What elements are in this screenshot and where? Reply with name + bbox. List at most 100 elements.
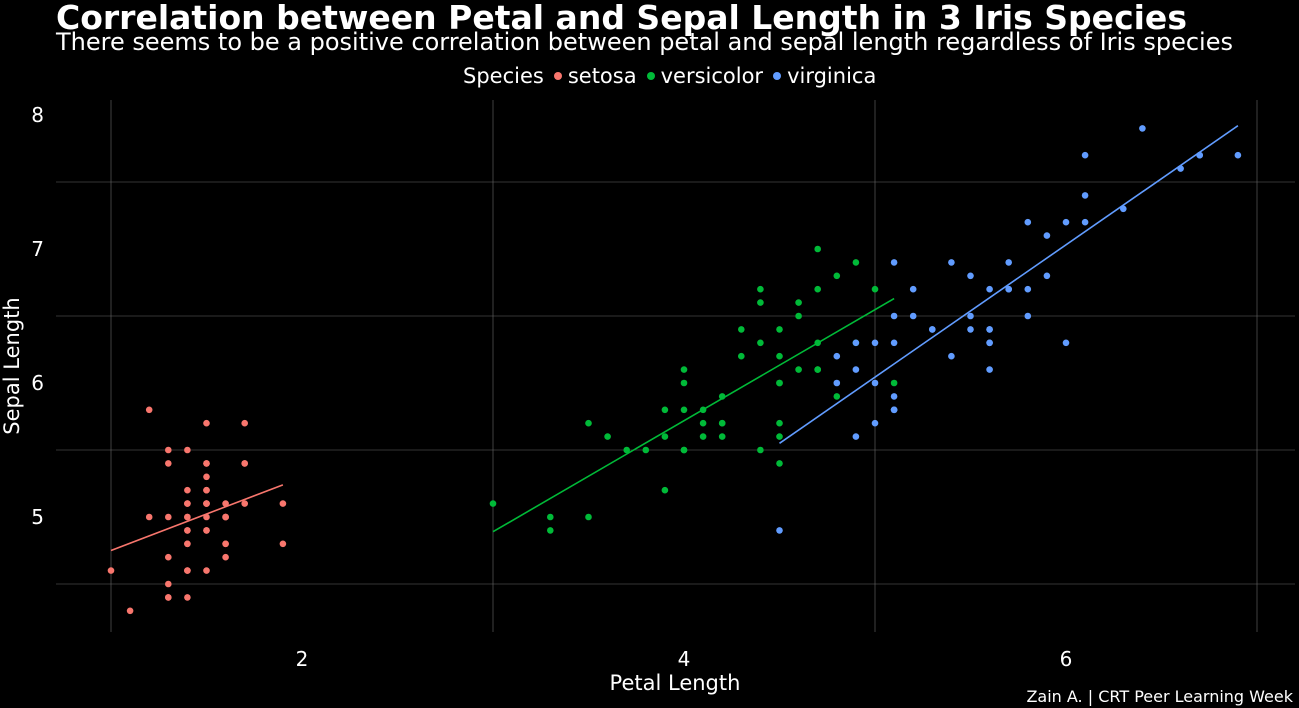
point-versicolor: [814, 366, 821, 373]
point-virginica: [1081, 151, 1089, 159]
point-setosa: [165, 594, 172, 601]
legend-marker-virginica: [773, 72, 782, 80]
trend-line-virginica: [779, 125, 1239, 444]
point-versicolor: [738, 352, 745, 360]
point-setosa: [203, 460, 210, 467]
legend-label-setosa: setosa: [567, 64, 637, 88]
y-tick-label: 5: [31, 505, 44, 529]
point-versicolor: [547, 527, 554, 534]
point-setosa: [107, 567, 115, 574]
point-setosa: [279, 500, 287, 507]
point-virginica: [986, 339, 993, 347]
point-setosa: [145, 513, 153, 521]
point-virginica: [967, 312, 974, 320]
point-versicolor: [718, 433, 726, 440]
legend-label-virginica: virginica: [787, 64, 877, 88]
point-versicolor: [680, 406, 688, 414]
point-setosa: [184, 446, 191, 454]
point-virginica: [1024, 312, 1032, 320]
point-versicolor: [661, 486, 669, 494]
point-versicolor: [757, 446, 764, 454]
point-versicolor: [757, 339, 764, 347]
point-setosa: [165, 460, 172, 467]
point-virginica: [986, 285, 993, 293]
legend-marker-versicolor: [646, 72, 655, 80]
point-setosa: [241, 500, 248, 507]
point-versicolor: [833, 393, 841, 400]
point-versicolor: [814, 245, 821, 253]
point-virginica: [1062, 339, 1070, 347]
point-setosa: [184, 486, 191, 494]
point-versicolor: [738, 326, 745, 333]
point-versicolor: [699, 419, 707, 427]
point-versicolor: [623, 446, 630, 454]
point-virginica: [948, 352, 955, 360]
point-versicolor: [833, 272, 841, 280]
point-versicolor: [661, 433, 669, 440]
x-tick-label: 4: [678, 647, 691, 671]
point-virginica: [871, 379, 879, 387]
legend-item-setosa: setosa: [553, 64, 637, 88]
point-virginica: [1024, 285, 1032, 293]
legend: Species setosa versicolor virginica: [463, 64, 876, 88]
point-versicolor: [776, 352, 783, 360]
chart-subtitle: There seems to be a positive correlation…: [56, 28, 1233, 56]
point-setosa: [165, 553, 172, 561]
point-virginica: [1043, 232, 1051, 239]
point-versicolor: [795, 312, 802, 320]
point-setosa: [184, 540, 191, 548]
trend-line-versicolor: [492, 297, 895, 533]
point-versicolor: [776, 460, 783, 467]
point-versicolor: [852, 259, 860, 266]
point-versicolor: [585, 513, 592, 521]
point-setosa: [184, 527, 191, 534]
point-virginica: [1005, 259, 1012, 266]
point-versicolor: [814, 285, 821, 293]
point-versicolor: [661, 406, 669, 414]
y-tick-label: 7: [31, 237, 44, 261]
legend-label-versicolor: versicolor: [660, 64, 764, 88]
x-tick-label: 6: [1060, 647, 1073, 671]
y-axis-title: Sepal Length: [0, 297, 24, 434]
chart-caption: Zain A. | CRT Peer Learning Week: [1026, 687, 1293, 706]
point-virginica: [948, 259, 955, 266]
legend-item-virginica: virginica: [773, 64, 876, 88]
point-virginica: [890, 312, 898, 320]
point-virginica: [833, 352, 841, 360]
point-setosa: [126, 607, 134, 615]
point-setosa: [184, 567, 191, 574]
legend-marker-setosa: [553, 72, 562, 80]
point-virginica: [833, 379, 841, 387]
point-versicolor: [489, 500, 497, 507]
point-virginica: [871, 419, 879, 427]
point-setosa: [184, 594, 191, 601]
point-versicolor: [795, 366, 802, 373]
point-versicolor: [776, 379, 783, 387]
point-virginica: [909, 285, 917, 293]
point-virginica: [852, 366, 860, 373]
point-virginica: [909, 312, 917, 320]
point-virginica: [929, 326, 936, 333]
point-virginica: [890, 406, 898, 414]
point-versicolor: [795, 299, 802, 306]
point-virginica: [1024, 218, 1032, 226]
point-virginica: [890, 393, 898, 400]
point-virginica: [852, 339, 860, 347]
point-setosa: [184, 513, 191, 521]
y-tick-label: 6: [31, 371, 44, 395]
point-virginica: [967, 272, 974, 280]
point-virginica: [776, 527, 783, 534]
point-virginica: [1081, 218, 1089, 226]
legend-title: Species: [463, 64, 544, 88]
point-setosa: [145, 406, 153, 414]
point-virginica: [1005, 285, 1012, 293]
chart-title: Correlation between Petal and Sepal Leng…: [56, 0, 1187, 37]
point-versicolor: [604, 433, 611, 440]
point-setosa: [203, 567, 210, 574]
point-setosa: [222, 513, 229, 521]
trend-line-setosa: [110, 484, 284, 552]
point-setosa: [203, 500, 210, 507]
point-virginica: [1062, 218, 1070, 226]
point-setosa: [184, 500, 191, 507]
